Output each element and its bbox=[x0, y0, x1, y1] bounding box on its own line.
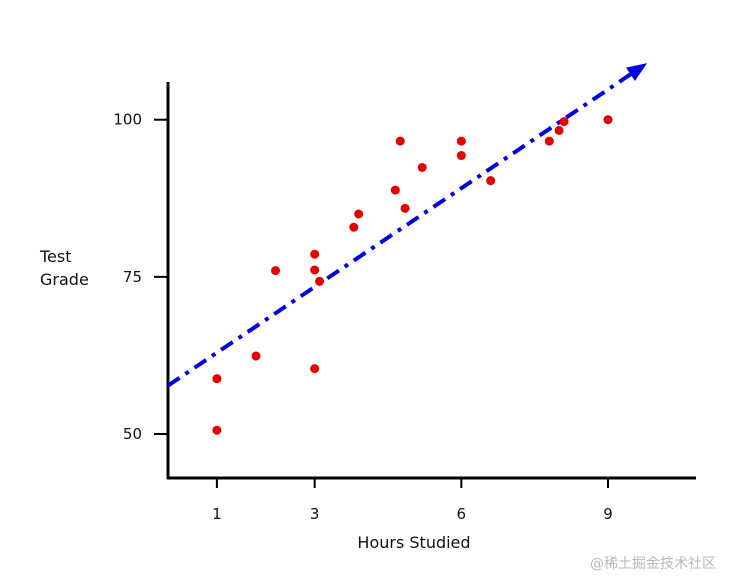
data-point bbox=[544, 136, 554, 146]
data-point bbox=[315, 276, 325, 286]
y-tick-label: 75 bbox=[123, 268, 142, 286]
data-point bbox=[559, 117, 569, 127]
x-tick-label: 9 bbox=[603, 505, 613, 523]
x-axis-label: Hours Studied bbox=[357, 533, 470, 552]
y-tick-label: 50 bbox=[123, 425, 142, 443]
data-point bbox=[354, 209, 364, 219]
y-tick-label: 100 bbox=[113, 111, 142, 129]
axes bbox=[166, 82, 696, 480]
data-point bbox=[456, 151, 466, 161]
x-axis-ticks: 1 3 6 9 bbox=[212, 478, 613, 523]
y-axis-label-line-1: Test bbox=[39, 247, 72, 266]
data-point bbox=[310, 364, 320, 374]
data-point bbox=[310, 249, 320, 259]
data-point bbox=[603, 115, 613, 125]
data-point bbox=[554, 125, 564, 135]
data-point bbox=[212, 374, 222, 384]
x-tick-label: 3 bbox=[310, 505, 320, 523]
trend-arrow-head bbox=[626, 63, 648, 81]
trend-line-path bbox=[166, 72, 632, 388]
data-point bbox=[417, 162, 427, 172]
y-axis-ticks: 50 75 100 bbox=[113, 111, 168, 443]
watermark: @稀土掘金技术社区 bbox=[590, 556, 716, 572]
x-tick-label: 1 bbox=[212, 505, 222, 523]
data-point bbox=[349, 222, 359, 232]
data-points bbox=[212, 115, 613, 435]
data-point bbox=[212, 425, 222, 435]
data-point bbox=[486, 176, 496, 186]
x-tick-label: 6 bbox=[457, 505, 467, 523]
data-point bbox=[310, 265, 320, 275]
y-axis-label-line-2: Grade bbox=[40, 270, 89, 289]
data-point bbox=[400, 203, 410, 213]
data-point bbox=[251, 351, 261, 361]
data-point bbox=[456, 136, 466, 146]
trend-line bbox=[166, 63, 648, 388]
data-point bbox=[271, 266, 281, 276]
data-point bbox=[395, 136, 405, 146]
data-point bbox=[390, 185, 400, 195]
